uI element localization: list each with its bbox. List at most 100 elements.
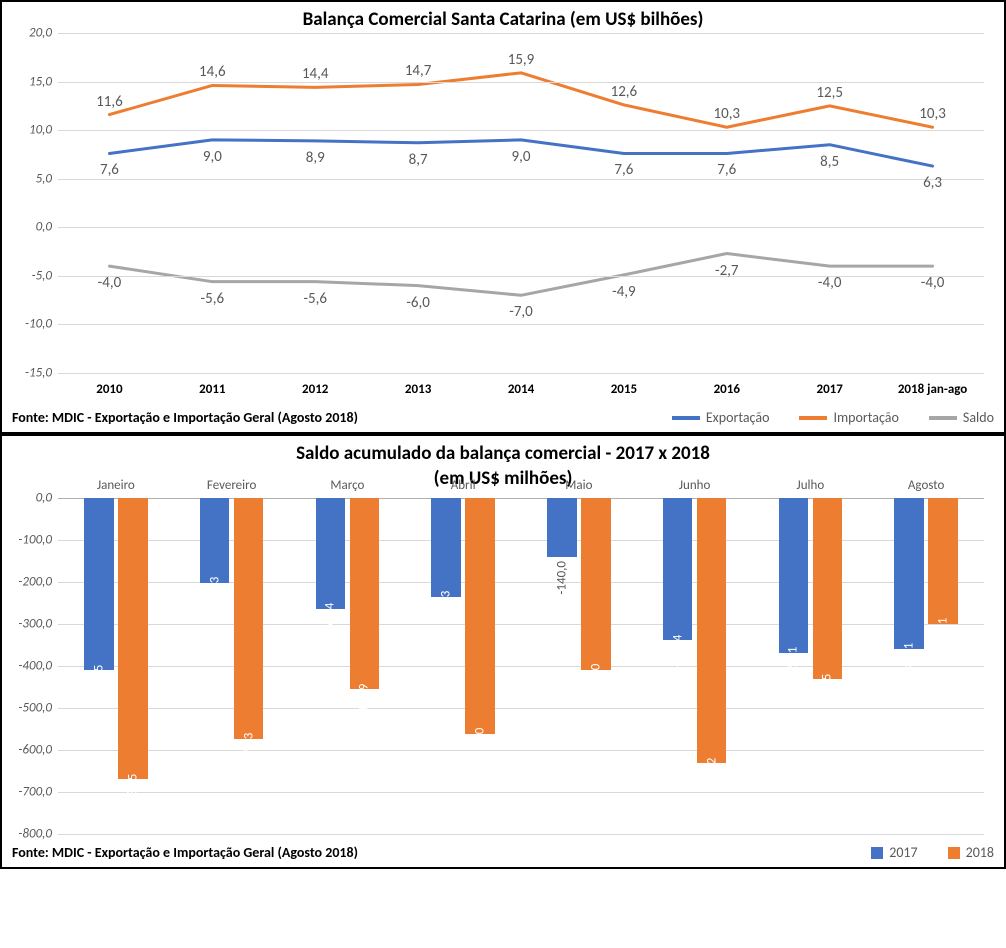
- y-tick-label: -400,0: [12, 659, 52, 674]
- legend-label: Importação: [833, 409, 898, 426]
- series-line-Saldo: [109, 254, 932, 296]
- chart2-subtitle: (em US$ milhões): [2, 467, 1004, 498]
- chart2-plot: -800,0-700,0-600,0-500,0-400,0-300,0-200…: [58, 498, 984, 834]
- x-tick-label: Maio: [565, 478, 592, 493]
- gridline: [58, 834, 984, 835]
- bar-value-label: -410,5: [91, 664, 106, 698]
- gridline: [58, 540, 984, 541]
- x-tick-label: Abril: [451, 478, 476, 493]
- bar-value-label: -368,1: [786, 647, 801, 681]
- y-tick-label: -5,0: [12, 268, 52, 283]
- y-tick-label: -100,0: [12, 533, 52, 548]
- gridline: [58, 750, 984, 751]
- gridline: [58, 708, 984, 709]
- data-label: 9,0: [203, 148, 222, 166]
- bar-value-label: -409,0: [588, 664, 603, 698]
- bar: [663, 498, 693, 640]
- chart1-title: Balança Comercial Santa Catarina (em US$…: [2, 2, 1004, 33]
- bar: [316, 498, 346, 609]
- legend-swatch: [948, 847, 960, 859]
- bar: [894, 498, 924, 649]
- x-tick-label: 2016: [714, 382, 740, 397]
- data-label: -4,0: [921, 274, 945, 292]
- legend-label: Exportação: [706, 409, 770, 426]
- x-tick-label: Março: [330, 478, 364, 493]
- chart1-lines-svg: [58, 33, 984, 373]
- chart1-footer: Fonte: MDIC - Exportação e Importação Ge…: [2, 403, 1004, 432]
- chart1-source: Fonte: MDIC - Exportação e Importação Ge…: [12, 409, 358, 426]
- data-label: 7,6: [100, 161, 119, 179]
- data-label: 14,6: [199, 63, 226, 81]
- chart2-footer: Fonte: MDIC - Exportação e Importação Ge…: [2, 838, 1004, 867]
- chart2-legend: 20172018: [871, 844, 994, 861]
- data-label: 15,9: [508, 51, 535, 69]
- bar: [581, 498, 611, 670]
- data-label: 7,6: [717, 161, 736, 179]
- y-tick-label: -200,0: [12, 575, 52, 590]
- bar-value-label: -338,4: [670, 634, 685, 668]
- data-label: -4,9: [612, 283, 636, 301]
- y-tick-label: 15,0: [12, 74, 52, 89]
- bar: [465, 498, 495, 734]
- bar: [779, 498, 809, 653]
- data-label: 14,4: [302, 65, 329, 83]
- data-label: 8,9: [306, 149, 325, 167]
- gridline: [58, 624, 984, 625]
- gridline: [58, 666, 984, 667]
- gridline: [58, 792, 984, 793]
- bar: [84, 498, 114, 670]
- y-tick-label: 0,0: [12, 220, 52, 235]
- data-label: -5,6: [201, 290, 225, 308]
- gridline: [58, 130, 984, 131]
- gridline: [58, 373, 984, 374]
- bar-value-label: -299,1: [936, 618, 951, 652]
- y-tick-label: -700,0: [12, 785, 52, 800]
- y-tick-label: 10,0: [12, 123, 52, 138]
- bar: [431, 498, 461, 597]
- data-label: 8,5: [820, 153, 839, 171]
- data-label: -7,0: [509, 303, 533, 321]
- legend-swatch: [799, 416, 827, 420]
- data-label: -6,0: [406, 294, 430, 312]
- y-tick-label: 0,0: [12, 491, 52, 506]
- y-tick-label: -300,0: [12, 617, 52, 632]
- bar: [200, 498, 230, 583]
- legend-swatch: [871, 847, 883, 859]
- gridline: [58, 82, 984, 83]
- chart2-source: Fonte: MDIC - Exportação e Importação Ge…: [12, 844, 358, 861]
- bar-value-label: -669,5: [125, 773, 140, 807]
- legend-label: Saldo: [963, 409, 994, 426]
- bar-value-label: -631,2: [704, 757, 719, 791]
- bar: [697, 498, 727, 763]
- data-label: 12,5: [816, 84, 843, 102]
- x-tick-label: Janeiro: [97, 478, 135, 493]
- x-tick-label: 2011: [199, 382, 225, 397]
- legend-swatch: [672, 416, 700, 420]
- y-tick-label: -15,0: [12, 366, 52, 381]
- gridline: [58, 276, 984, 277]
- bar-value-label: -140,0: [554, 561, 569, 595]
- x-tick-label: Fevereiro: [207, 478, 256, 493]
- bar: [118, 498, 148, 779]
- chart1-panel: Balança Comercial Santa Catarina (em US$…: [0, 0, 1006, 434]
- data-label: 14,7: [405, 62, 432, 80]
- legend-item: Exportação: [672, 409, 770, 426]
- bar: [234, 498, 264, 739]
- x-tick-label: 2010: [96, 382, 122, 397]
- bar-value-label: -235,3: [439, 591, 454, 625]
- y-tick-label: -800,0: [12, 827, 52, 842]
- bar: [547, 498, 577, 557]
- data-label: 12,6: [611, 83, 638, 101]
- bar-value-label: -359,1: [902, 643, 917, 677]
- x-tick-label: 2014: [508, 382, 534, 397]
- data-label: 7,6: [614, 161, 633, 179]
- x-tick-label: 2017: [816, 382, 842, 397]
- y-tick-label: 20,0: [12, 26, 52, 41]
- x-tick-label: 2018 jan-ago: [898, 382, 967, 397]
- gridline: [58, 179, 984, 180]
- y-tick-label: -500,0: [12, 701, 52, 716]
- data-label: -2,7: [715, 262, 739, 280]
- bar-value-label: -455,9: [357, 683, 372, 717]
- chart1-plot: -15,0-10,0-5,00,05,010,015,020,020102011…: [58, 33, 984, 373]
- bar: [350, 498, 380, 689]
